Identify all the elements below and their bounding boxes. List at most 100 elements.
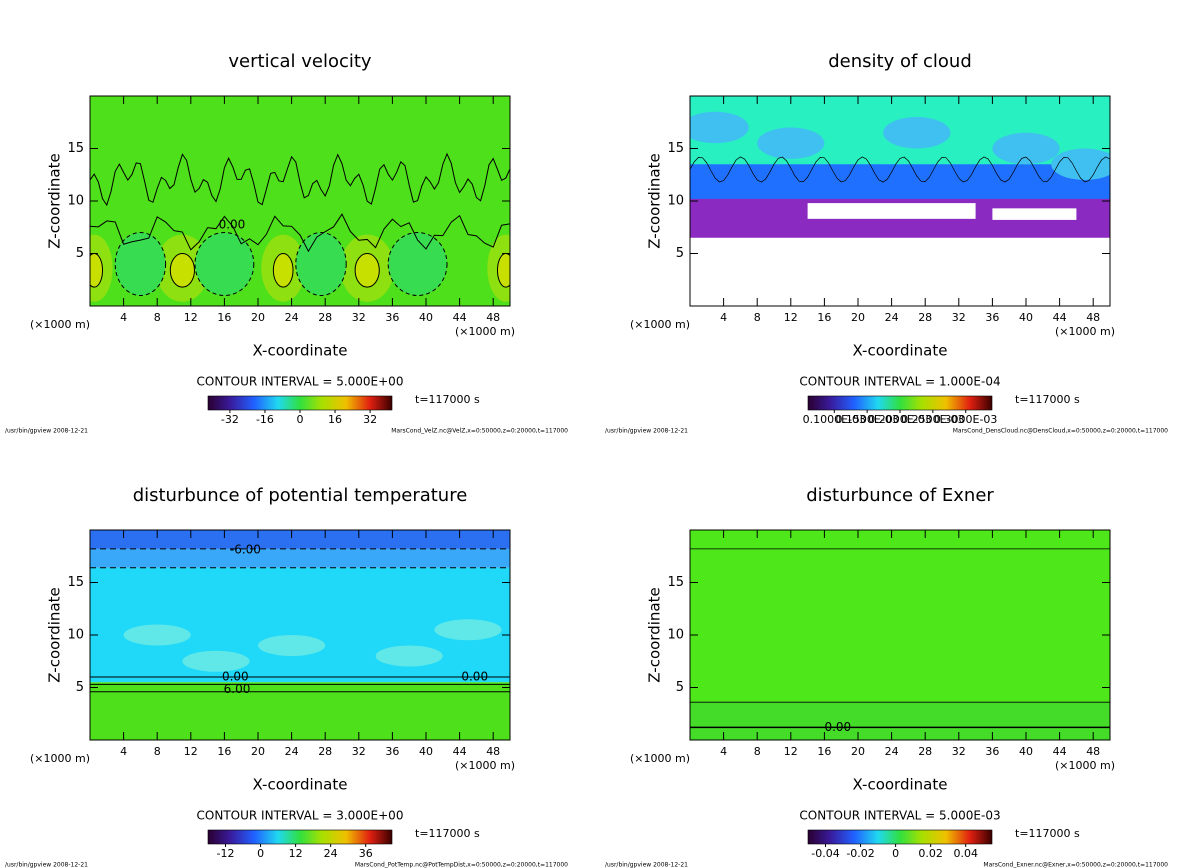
time-label: t=117000 s (415, 827, 480, 840)
y-tick-label: 15 (667, 141, 684, 156)
x-unit: (×1000 m) (1055, 759, 1115, 772)
x-tick-label: 40 (1019, 745, 1033, 758)
field (90, 530, 510, 549)
y-tick-label: 10 (67, 628, 84, 643)
colorbar-tick-label: 0.2500E-03 (901, 413, 964, 426)
x-tick-label: 36 (385, 311, 399, 324)
x-tick-label: 32 (352, 311, 366, 324)
field-blob (354, 252, 380, 288)
x-unit: (×1000 m) (630, 318, 690, 331)
colorbar-tick-label: 0.2000E-03 (868, 413, 931, 426)
colorbar (207, 829, 393, 845)
field-blob (1051, 148, 1110, 180)
contour-label: 0.00 (222, 670, 249, 684)
x-tick-label: 8 (754, 745, 761, 758)
x-tick-label: 44 (453, 745, 467, 758)
field-blob (757, 127, 825, 159)
field-blob (883, 117, 951, 149)
contour-interval: CONTOUR INTERVAL = 5.000E-03 (799, 809, 1000, 823)
y-tick-label: 10 (667, 628, 684, 643)
x-tick-label: 20 (851, 311, 865, 324)
colorbar (807, 395, 993, 411)
contour-label: 0.00 (461, 670, 488, 684)
x-tick-label: 40 (419, 311, 433, 324)
x-tick-label: 48 (486, 311, 500, 324)
footer-left: /usr/bin/gpview 2008-12-21 (605, 862, 688, 868)
field-blob (272, 252, 294, 288)
footer-right: MarsCond_VelZ.nc@VelZ,x=0:50000,z=0:2000… (391, 428, 568, 435)
footer-right: MarsCond_Exner.nc@Exner,x=0:50000,z=0:20… (983, 862, 1168, 868)
field-blob (182, 650, 250, 672)
colorbar-tick-label: -0.04 (811, 847, 839, 860)
x-tick-label: 16 (217, 311, 231, 324)
x-tick-label: 32 (952, 311, 966, 324)
plot-field (90, 96, 510, 306)
x-unit: (×1000 m) (455, 759, 515, 772)
x-unit: (×1000 m) (630, 752, 690, 765)
x-unit: (×1000 m) (1055, 325, 1115, 338)
colorbar-tick-label: 12 (289, 847, 303, 860)
x-tick-label: 20 (251, 745, 265, 758)
colorbar-tick-label: -32 (221, 413, 239, 426)
x-tick-label: 16 (217, 745, 231, 758)
x-tick-label: 36 (385, 745, 399, 758)
x-tick-label: 32 (952, 745, 966, 758)
x-tick-label: 4 (720, 745, 727, 758)
colorbar-tick-label: 32 (363, 413, 377, 426)
field-blob (258, 635, 326, 656)
panel-title: disturbunce of Exner (806, 485, 994, 506)
x-tick-label: 44 (453, 311, 467, 324)
x-unit: (×1000 m) (455, 325, 515, 338)
x-tick-label: 28 (318, 311, 332, 324)
y-axis-label: Z-coordinate (646, 153, 664, 248)
colorbar-tick-label: -16 (256, 413, 274, 426)
contour-interval: CONTOUR INTERVAL = 3.000E+00 (197, 809, 404, 823)
contour-label: 6.00 (224, 682, 251, 696)
plot-field (690, 530, 1110, 740)
time-label: t=117000 s (1015, 827, 1080, 840)
field-gap (992, 208, 1077, 220)
y-tick-label: 15 (667, 575, 684, 590)
x-tick-label: 36 (985, 311, 999, 324)
y-tick-label: 10 (667, 194, 684, 209)
plot-field (90, 530, 510, 740)
colorbar-tick-label: 0 (892, 847, 899, 860)
panel-title: vertical velocity (228, 51, 372, 72)
colorbar-tick-label: 0 (297, 413, 304, 426)
x-tick-label: 48 (486, 745, 500, 758)
y-axis-label: Z-coordinate (46, 153, 64, 248)
colorbar-tick-label: 36 (359, 847, 373, 860)
x-tick-label: 44 (1053, 311, 1067, 324)
field (690, 164, 1110, 201)
x-tick-label: 24 (285, 311, 299, 324)
x-tick-label: 44 (1053, 745, 1067, 758)
y-tick-label: 5 (676, 680, 684, 695)
x-tick-label: 4 (120, 311, 127, 324)
x-tick-label: 24 (885, 311, 899, 324)
panel-title: disturbunce of potential temperature (133, 485, 468, 506)
x-tick-label: 40 (419, 745, 433, 758)
field-blob (295, 232, 347, 296)
colorbar (207, 395, 393, 411)
field-blob (375, 645, 443, 667)
x-tick-label: 28 (318, 745, 332, 758)
x-tick-label: 4 (120, 745, 127, 758)
y-tick-label: 5 (676, 246, 684, 261)
field (90, 548, 510, 568)
x-tick-label: 32 (352, 745, 366, 758)
x-tick-label: 16 (817, 311, 831, 324)
y-axis-label: Z-coordinate (46, 587, 64, 682)
field-contour (90, 152, 510, 207)
field (690, 702, 1110, 740)
x-tick-label: 8 (154, 311, 161, 324)
x-tick-label: 24 (285, 745, 299, 758)
footer-left: /usr/bin/gpview 2008-12-21 (5, 428, 88, 435)
x-tick-label: 12 (784, 745, 798, 758)
field-gap (807, 203, 976, 219)
x-unit: (×1000 m) (30, 318, 90, 331)
colorbar-tick-label: 0.3000E-03 (934, 413, 997, 426)
footer-left: /usr/bin/gpview 2008-12-21 (605, 428, 688, 435)
field-blob (496, 253, 510, 288)
field-contour (690, 156, 1110, 183)
x-tick-label: 36 (985, 745, 999, 758)
